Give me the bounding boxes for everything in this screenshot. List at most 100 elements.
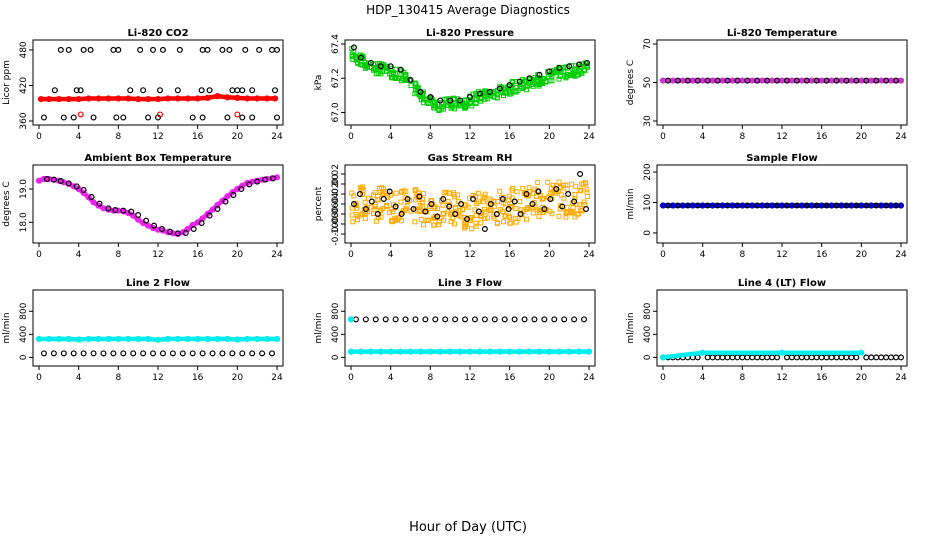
data-point <box>140 350 147 357</box>
data-point <box>412 187 418 193</box>
data-point <box>554 189 560 195</box>
x-tick-label: 12 <box>152 373 163 383</box>
data-point <box>513 215 519 221</box>
data-point <box>128 208 135 215</box>
data-point <box>420 196 426 202</box>
data-point <box>724 354 731 361</box>
data-point <box>734 77 741 84</box>
chart-panel-6: Line 2 Flow ml/min 0 4 8 12 16 20 24 0 400 800 <box>2 278 284 383</box>
chart-title: Line 2 Flow <box>126 278 190 289</box>
data-point <box>803 77 810 84</box>
data-point <box>354 205 360 211</box>
data-point <box>744 77 751 84</box>
chart-title: Gas Stream RH <box>428 153 513 164</box>
data-point <box>464 216 471 223</box>
data-point <box>416 197 422 203</box>
data-point <box>585 194 591 200</box>
data-point <box>392 215 398 221</box>
data-point <box>70 350 77 357</box>
data-point <box>384 68 390 74</box>
data-point <box>392 74 398 80</box>
data-point <box>510 79 516 85</box>
data-point <box>440 210 446 216</box>
data-point-link <box>662 350 703 360</box>
data-point <box>754 77 761 84</box>
data-point <box>378 71 384 77</box>
data-point <box>481 226 488 233</box>
series-sample_flow_mean <box>659 202 905 209</box>
data-point <box>764 354 771 361</box>
data-point <box>813 77 820 84</box>
data-point <box>174 87 181 94</box>
data-point <box>403 72 409 78</box>
data-point <box>783 354 790 361</box>
series-line2_low <box>40 350 276 357</box>
data-point <box>754 354 761 361</box>
data-point <box>458 214 464 220</box>
data-point <box>808 354 815 361</box>
data-point <box>783 77 790 84</box>
data-point <box>377 63 384 70</box>
data-point <box>563 214 569 220</box>
data-point <box>371 206 377 212</box>
data-point <box>427 94 434 101</box>
y-tick-label: -0.06 <box>331 202 341 226</box>
data-point <box>120 207 127 214</box>
y-axis-label: percent <box>314 186 324 221</box>
data-point <box>481 89 487 95</box>
y-tick-label: 18.0 <box>19 212 29 232</box>
data-point <box>714 354 721 361</box>
data-point <box>420 191 426 197</box>
data-point <box>127 87 134 94</box>
data-point <box>198 220 205 227</box>
data-point <box>206 87 213 94</box>
data-point <box>448 103 454 109</box>
data-point <box>403 206 409 212</box>
data-point <box>378 207 384 213</box>
data-point <box>137 46 144 53</box>
chart-panel-1: Li-820 Pressure kPa 0 4 8 12 16 20 24 67.0 67.2 67.… <box>314 28 596 142</box>
data-point <box>349 51 355 57</box>
data-point <box>729 354 736 361</box>
data-point <box>764 202 771 209</box>
data-point <box>547 72 553 78</box>
data-point <box>497 83 503 89</box>
data-point <box>523 83 529 89</box>
data-point <box>570 200 576 206</box>
x-tick-label: 24 <box>583 250 595 260</box>
y-tick-label: 0 <box>643 354 653 360</box>
series-sample_flow_points <box>664 202 900 209</box>
x-tick-label: 24 <box>895 132 907 142</box>
data-point <box>540 196 546 202</box>
y-tick-label: 50 <box>643 77 653 89</box>
series-box_temp_mean <box>43 175 277 237</box>
x-tick-label: 20 <box>856 132 868 142</box>
data-point <box>694 202 701 209</box>
x-tick-label: 16 <box>504 373 516 383</box>
data-point <box>517 199 523 205</box>
data-point <box>754 202 761 209</box>
data-point <box>80 187 87 194</box>
data-point <box>159 46 166 53</box>
data-point <box>530 83 536 89</box>
x-tick-label: 20 <box>544 250 556 260</box>
data-point <box>577 188 583 194</box>
data-point <box>434 213 441 220</box>
x-tick-label: 12 <box>776 250 787 260</box>
data-point <box>487 201 494 208</box>
data-point <box>734 354 741 361</box>
x-tick-label: 16 <box>504 250 516 260</box>
data-point <box>156 87 163 94</box>
data-point <box>511 316 518 323</box>
data-point <box>529 201 536 208</box>
data-point <box>513 88 519 94</box>
data-point <box>497 188 503 194</box>
data-point <box>530 210 536 216</box>
data-point <box>379 185 385 191</box>
data-point <box>199 114 206 121</box>
data-point <box>873 202 880 209</box>
data-point <box>40 350 47 357</box>
data-point <box>863 202 870 209</box>
y-tick-label: 67.2 <box>331 68 341 88</box>
data-point <box>199 46 206 53</box>
